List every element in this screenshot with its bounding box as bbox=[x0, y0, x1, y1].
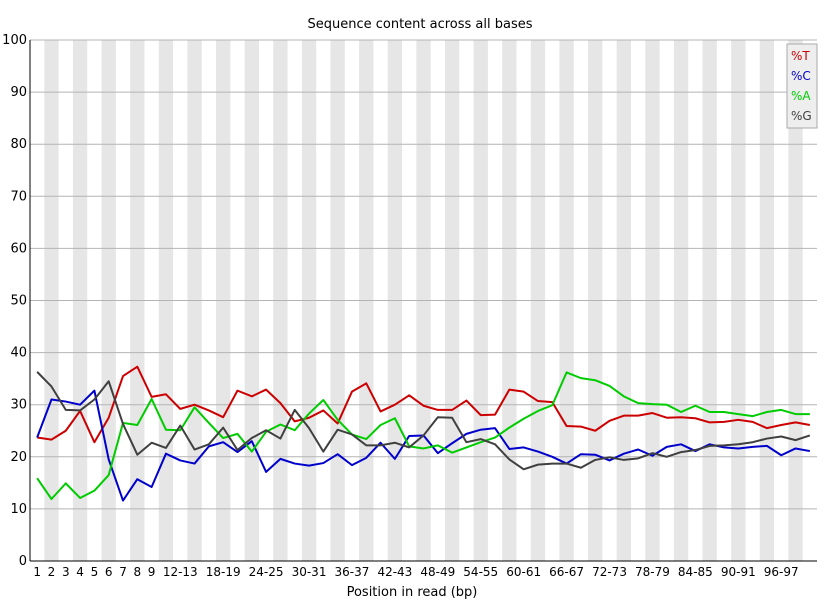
x-tick-label: 90-91 bbox=[721, 565, 756, 579]
y-tick-label: 20 bbox=[10, 450, 27, 465]
x-tick-label: 36-37 bbox=[335, 565, 370, 579]
horizontal-gridlines bbox=[30, 39, 817, 562]
legend-entry-a: %A bbox=[791, 89, 811, 103]
y-tick-label: 50 bbox=[10, 294, 27, 309]
y-tick-label: 10 bbox=[10, 502, 27, 517]
y-tick-label: 30 bbox=[10, 398, 27, 413]
x-tick-label: 8 bbox=[133, 565, 141, 579]
x-tick-label: 78-79 bbox=[635, 565, 670, 579]
x-tick-label: 48-49 bbox=[420, 565, 455, 579]
y-tick-label: 80 bbox=[10, 137, 27, 152]
legend-entry-g: %G bbox=[791, 109, 812, 123]
legend-box bbox=[786, 43, 818, 129]
x-axis-ticks: 1 2 3 4 5 6 7 8 9 12-13 18-19 24-25 30-31 36-37 42-43 4… bbox=[33, 565, 798, 579]
y-tick-label: 70 bbox=[10, 189, 27, 204]
x-tick-label: 2 bbox=[48, 565, 56, 579]
x-tick-label: 42-43 bbox=[377, 565, 412, 579]
x-tick-label: 6 bbox=[105, 565, 113, 579]
y-tick-label: 90 bbox=[10, 85, 27, 100]
x-tick-label: 54-55 bbox=[463, 565, 498, 579]
x-tick-label: 60-61 bbox=[506, 565, 541, 579]
x-tick-label: 9 bbox=[148, 565, 156, 579]
x-tick-label: 1 bbox=[33, 565, 41, 579]
series-lines bbox=[36, 365, 811, 502]
x-tick-label: 30-31 bbox=[292, 565, 327, 579]
x-tick-label: 12-13 bbox=[163, 565, 198, 579]
x-tick-label: 66-67 bbox=[549, 565, 584, 579]
x-tick-label: 24-25 bbox=[249, 565, 284, 579]
x-tick-label: 96-97 bbox=[764, 565, 799, 579]
legend: %T %C %A %G bbox=[786, 43, 818, 129]
legend-entry-c: %C bbox=[791, 69, 811, 83]
x-tick-label: 18-19 bbox=[206, 565, 241, 579]
series-line-a bbox=[36, 371, 810, 500]
x-tick-label: 5 bbox=[91, 565, 99, 579]
y-tick-label: 0 bbox=[19, 554, 27, 569]
y-tick-label: 40 bbox=[10, 346, 27, 361]
x-tick-label: 72-73 bbox=[592, 565, 627, 579]
x-tick-label: 84-85 bbox=[678, 565, 713, 579]
chart-title: Sequence content across all bases bbox=[307, 17, 532, 32]
x-tick-label: 4 bbox=[76, 565, 84, 579]
x-axis-label: Position in read (bp) bbox=[347, 585, 478, 600]
series-line-g bbox=[36, 371, 811, 471]
legend-entry-t: %T bbox=[791, 49, 810, 63]
y-tick-label: 60 bbox=[10, 241, 27, 256]
y-axis-ticks: 0 10 20 30 40 50 60 70 80 90 100 bbox=[2, 33, 27, 569]
x-tick-label: 3 bbox=[62, 565, 70, 579]
x-tick-label: 7 bbox=[119, 565, 127, 579]
y-tick-label: 100 bbox=[2, 33, 27, 48]
series-line-t bbox=[37, 365, 811, 444]
